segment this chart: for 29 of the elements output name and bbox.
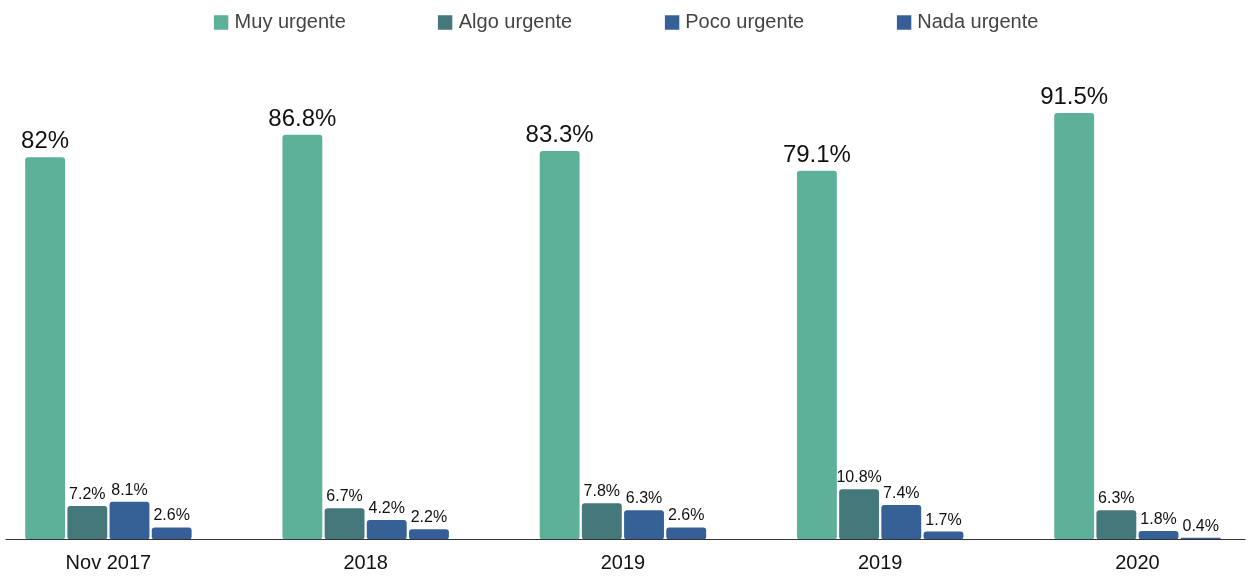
data-label: 91.5% [1040, 81, 1109, 109]
data-label: 86.8% [268, 103, 337, 131]
x-tick-label: 2019 [857, 550, 903, 573]
data-label: 79.1% [782, 139, 851, 167]
data-label: 7.2% [69, 484, 106, 502]
legend-label: Nada urgente [917, 10, 1039, 33]
data-label: 83.3% [525, 120, 594, 148]
x-tick-label: 2018 [343, 550, 388, 573]
x-tick-label: 2019 [600, 550, 646, 573]
data-label: 6.3% [1098, 489, 1135, 507]
data-label: 4.2% [368, 498, 405, 516]
data-label: 2.2% [410, 508, 448, 526]
data-label: 6.3% [625, 489, 663, 507]
data-label: 2.6% [667, 506, 705, 524]
data-label: 2.6% [153, 506, 190, 524]
x-tick-label: Nov 2017 [65, 550, 152, 573]
legend-label: Muy urgente [234, 10, 346, 33]
data-label: 0.4% [1182, 516, 1219, 534]
legend-label: Poco urgente [685, 10, 805, 33]
data-label: 82% [21, 126, 70, 154]
legend-label: Algo urgente [458, 10, 573, 33]
x-tick-label: 2020 [1115, 550, 1160, 573]
data-label: 7.8% [583, 482, 621, 500]
data-label: 10.8% [836, 468, 882, 486]
data-label: 1.7% [925, 510, 962, 528]
data-label: 7.4% [883, 484, 920, 501]
data-label: 6.7% [326, 487, 363, 505]
data-label: 1.8% [1140, 510, 1177, 528]
data-label: 8.1% [111, 480, 148, 498]
